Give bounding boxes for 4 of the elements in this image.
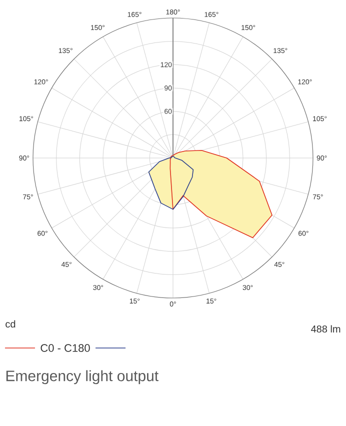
text: Emergency light output (6, 370, 158, 384)
text: 488 lm (311, 325, 340, 333)
text: cd (6, 320, 16, 328)
legend-label: C0 - C180 (40, 344, 90, 352)
